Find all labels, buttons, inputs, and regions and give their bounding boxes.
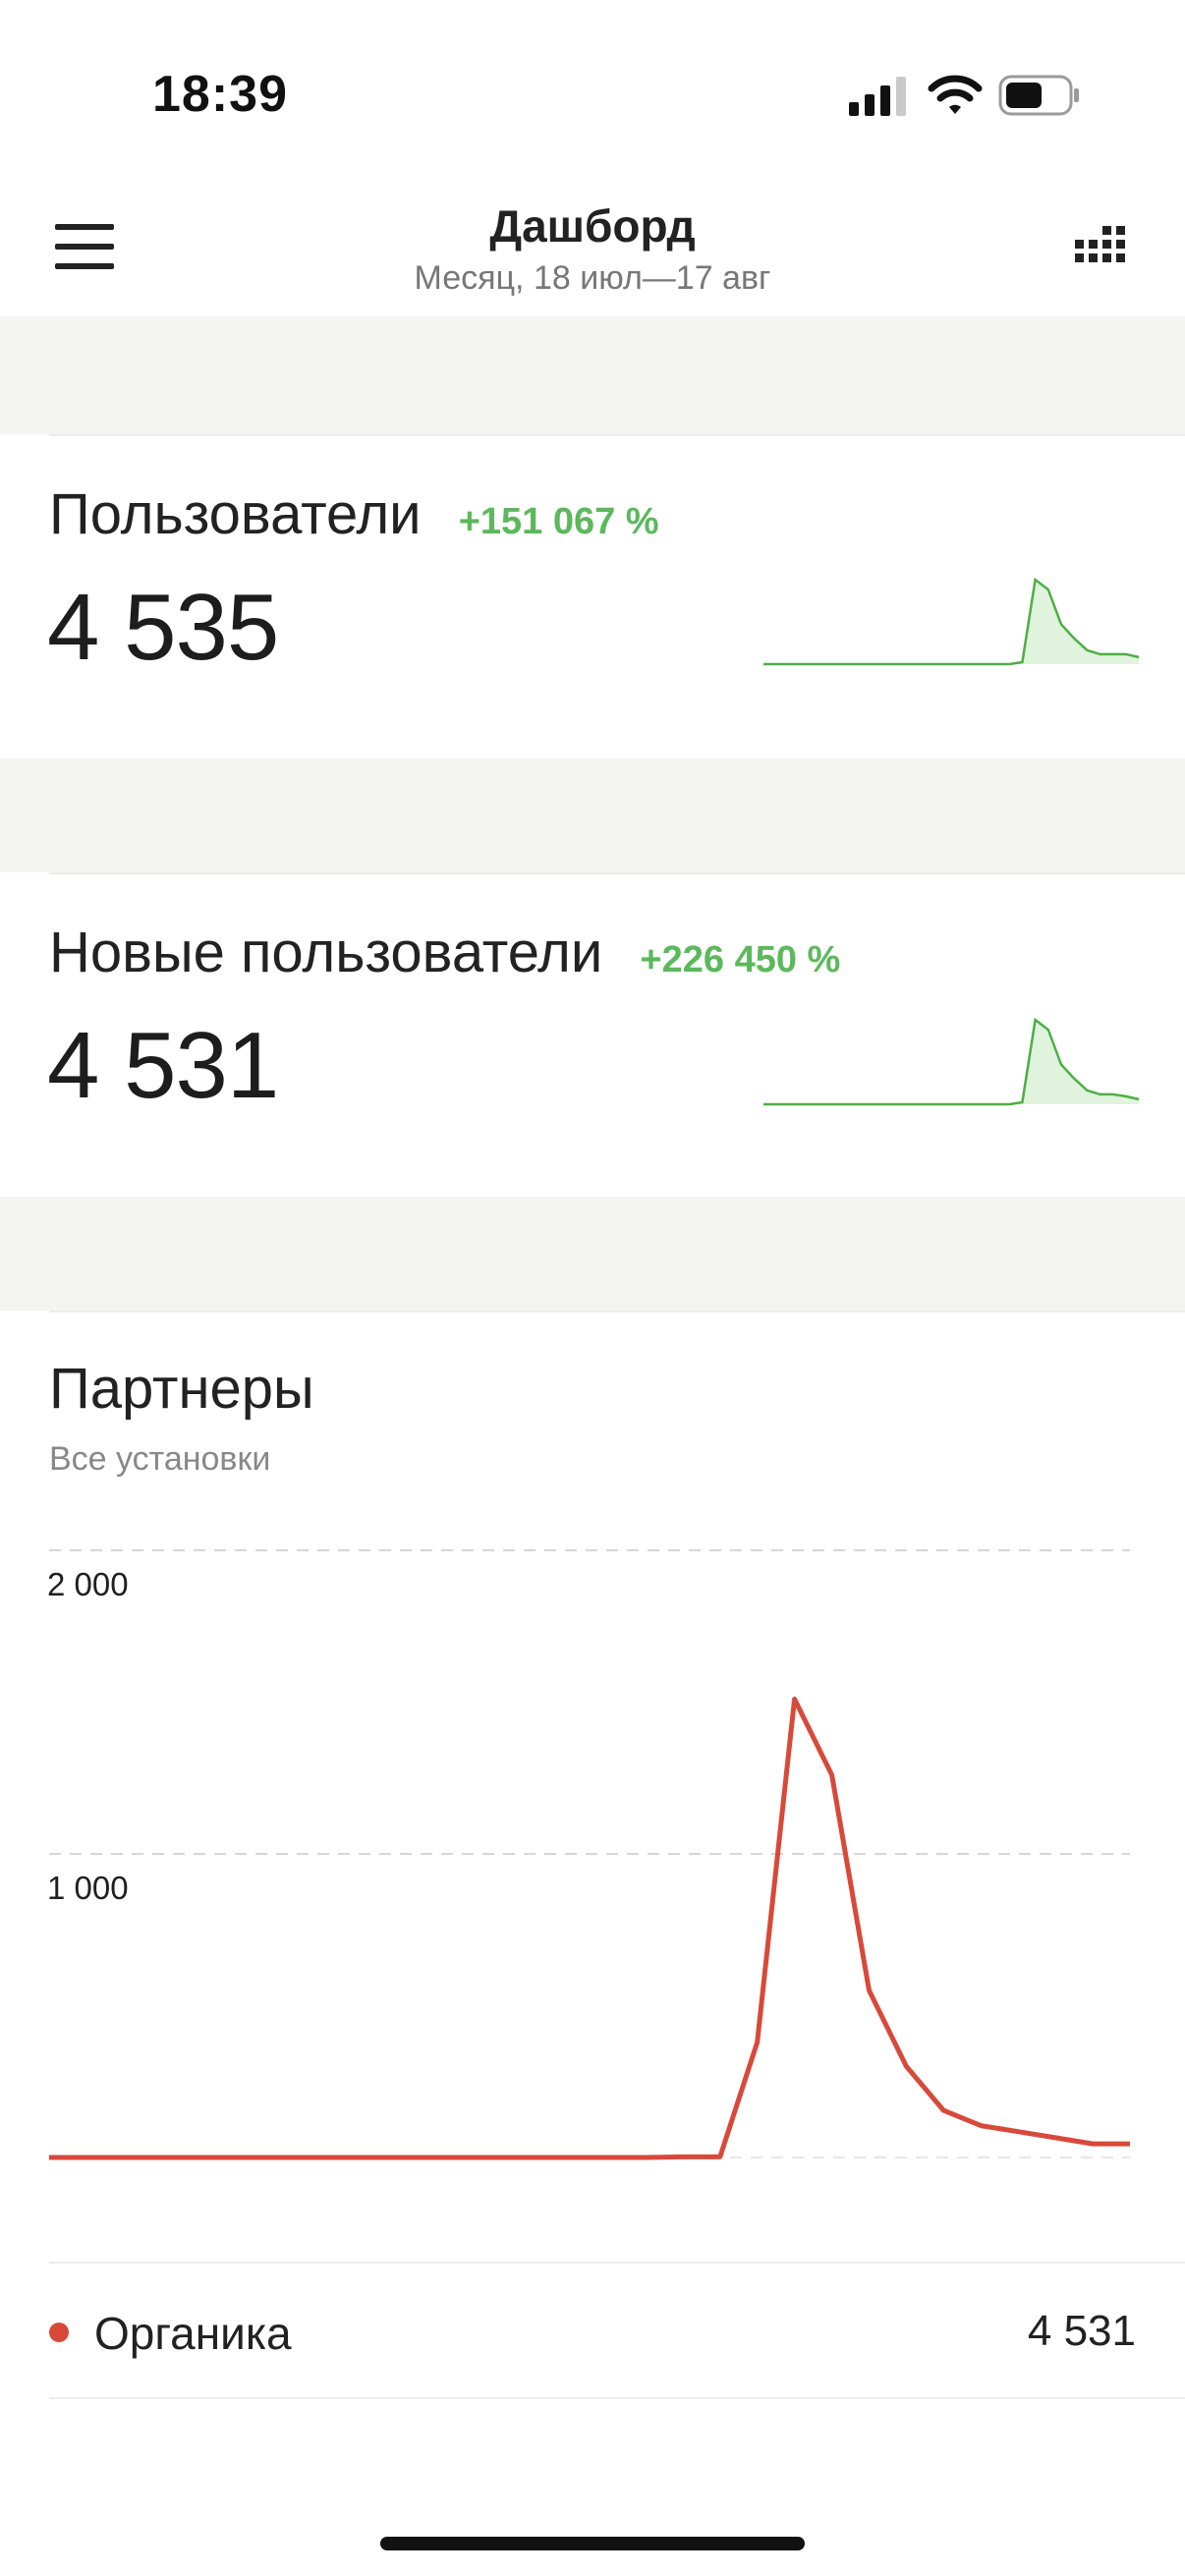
card-users[interactable]: Пользователи +151 067 %: [49, 481, 659, 547]
sparkline-line: [763, 1017, 1140, 1106]
y-tick-label: 1 000: [47, 1870, 129, 1906]
sparkline-area: [763, 1020, 1139, 1104]
card-new-users-value: 4 531: [47, 1013, 279, 1118]
divider: [49, 2262, 1185, 2264]
period-subtitle[interactable]: Месяц, 18 июл—17 авг: [414, 259, 771, 297]
series-line-organic: [49, 1696, 1130, 2160]
legend-value: 4 531: [1027, 2307, 1136, 2355]
y-tick-label: 2 000: [47, 1566, 129, 1602]
section-gap: [0, 316, 1185, 434]
legend-dot: [49, 2323, 69, 2342]
card-new-users[interactable]: Новые пользователи +226 450 %: [49, 920, 840, 985]
sparkline-area: [763, 580, 1139, 664]
section-gap: [0, 758, 1185, 872]
hamburger-menu-icon[interactable]: [55, 224, 114, 269]
divider: [49, 2397, 1185, 2399]
signal-icon: [849, 77, 906, 116]
divider: [49, 434, 1185, 436]
divider: [49, 1311, 1185, 1313]
status-time: 18:39: [152, 66, 288, 123]
page-title: Дашборд: [489, 200, 696, 252]
sparkline-line: [763, 577, 1140, 666]
wifi-icon: [928, 75, 983, 114]
legend-row-organic[interactable]: Органика 4 531: [49, 2260, 1136, 2397]
partners-line-chart: 1 000 2 000: [47, 1549, 1130, 2160]
card-new-users-delta: +226 450 %: [640, 939, 841, 980]
card-new-users-sparkline: [763, 1017, 1140, 1106]
grid-apps-icon[interactable]: [1071, 226, 1130, 271]
section-gap: [0, 1197, 1185, 1311]
card-users-title: Пользователи: [49, 482, 422, 546]
battery-icon: [998, 75, 1079, 116]
partners-title: Партнеры: [49, 1357, 314, 1421]
legend-name: Органика: [94, 2308, 292, 2359]
card-users-sparkline: [763, 577, 1140, 666]
divider: [49, 872, 1185, 874]
home-indicator[interactable]: [380, 2537, 805, 2550]
card-users-delta: +151 067 %: [458, 501, 659, 542]
card-new-users-title: Новые пользователи: [49, 921, 603, 984]
card-users-value: 4 535: [47, 575, 279, 680]
partners-subtitle[interactable]: Все установки: [49, 1440, 271, 1478]
